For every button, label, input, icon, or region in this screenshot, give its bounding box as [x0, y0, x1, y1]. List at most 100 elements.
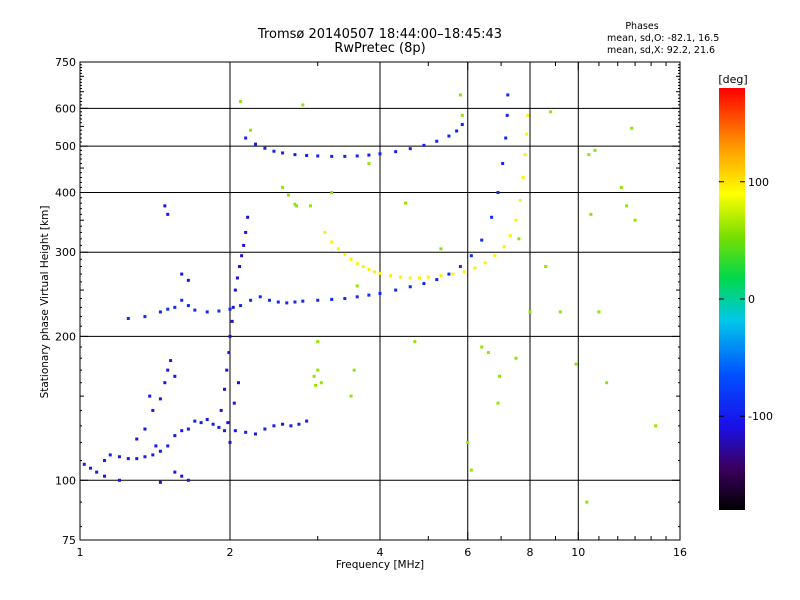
data-point — [486, 351, 490, 355]
phase-stats-o-line: mean, sd,O: -82.1, 16.5 — [607, 33, 719, 44]
data-point — [558, 310, 562, 314]
data-point — [469, 254, 473, 258]
data-point — [514, 356, 518, 360]
data-point — [173, 470, 177, 474]
data-point — [323, 230, 327, 234]
data-point — [480, 345, 484, 349]
y-tick-label: 300 — [55, 246, 76, 259]
data-point — [186, 304, 190, 308]
data-point — [336, 247, 340, 251]
data-point — [272, 149, 276, 153]
data-point — [295, 204, 299, 208]
data-point — [126, 316, 130, 320]
data-point — [285, 301, 289, 305]
data-point — [233, 429, 237, 433]
data-point — [502, 245, 506, 249]
data-point — [223, 429, 227, 433]
data-point — [455, 129, 459, 133]
data-point — [312, 374, 316, 378]
data-point — [319, 381, 323, 385]
data-point — [316, 154, 320, 158]
data-point — [289, 424, 293, 428]
data-point — [462, 270, 466, 274]
data-point — [158, 310, 162, 314]
data-point — [281, 422, 285, 426]
data-point — [460, 123, 464, 127]
data-point — [517, 237, 521, 241]
data-point — [82, 462, 86, 466]
data-point — [367, 161, 371, 165]
data-point — [435, 278, 439, 282]
data-point — [619, 185, 623, 189]
data-point — [308, 204, 312, 208]
colorbar-tick-label: -100 — [748, 410, 773, 423]
data-point — [233, 288, 237, 292]
data-point — [223, 387, 227, 391]
data-point — [180, 474, 184, 478]
data-point — [316, 340, 320, 344]
data-point — [286, 193, 290, 197]
data-point — [316, 368, 320, 372]
data-point — [232, 401, 236, 405]
data-point — [349, 394, 353, 398]
data-point — [355, 262, 359, 266]
data-point — [378, 152, 382, 156]
data-point — [186, 427, 190, 431]
colorbar-tick-label: 100 — [748, 176, 769, 189]
data-point — [394, 150, 398, 154]
data-point — [163, 204, 167, 208]
data-point — [447, 134, 451, 138]
x-tick-label: 2 — [227, 546, 234, 559]
data-point — [244, 430, 248, 434]
data-point — [480, 238, 484, 242]
data-point — [272, 424, 276, 428]
data-point — [225, 368, 229, 372]
data-point — [199, 421, 203, 425]
data-point — [193, 419, 197, 423]
data-point — [514, 218, 518, 222]
data-point — [239, 100, 243, 104]
data-point — [301, 103, 305, 107]
data-point — [422, 143, 426, 147]
phase-stats-heading: Phases — [625, 21, 658, 32]
data-point — [413, 340, 417, 344]
x-tick-label: 16 — [673, 546, 687, 559]
data-point — [305, 154, 309, 158]
data-point — [180, 272, 184, 276]
x-tick-label: 8 — [527, 546, 534, 559]
data-point — [180, 298, 184, 302]
y-tick-label: 500 — [55, 140, 76, 153]
colorbar-tick-label: 0 — [748, 293, 755, 306]
data-point — [349, 257, 353, 261]
data-point — [355, 284, 359, 288]
x-axis-label: Frequency [MHz] — [336, 559, 424, 571]
data-point — [230, 319, 234, 323]
data-point — [205, 418, 209, 422]
data-point — [226, 421, 230, 425]
data-point — [589, 212, 593, 216]
data-point — [466, 440, 470, 444]
x-tick-label: 10 — [571, 546, 585, 559]
data-point — [89, 466, 93, 470]
data-point — [605, 381, 609, 385]
data-point — [166, 307, 170, 311]
data-point — [417, 276, 421, 280]
data-point — [496, 401, 500, 405]
data-point — [151, 408, 155, 412]
data-point — [528, 310, 532, 314]
data-point — [504, 136, 508, 140]
data-point — [236, 381, 240, 385]
data-point — [249, 128, 253, 132]
data-point — [408, 276, 412, 280]
data-point — [108, 453, 112, 457]
data-point — [281, 185, 285, 189]
data-point — [316, 298, 320, 302]
data-point — [399, 275, 403, 279]
data-point — [469, 468, 473, 472]
data-point — [389, 274, 393, 278]
data-point — [403, 201, 407, 205]
data-point — [166, 444, 170, 448]
data-point — [367, 293, 371, 297]
data-point — [422, 282, 426, 286]
